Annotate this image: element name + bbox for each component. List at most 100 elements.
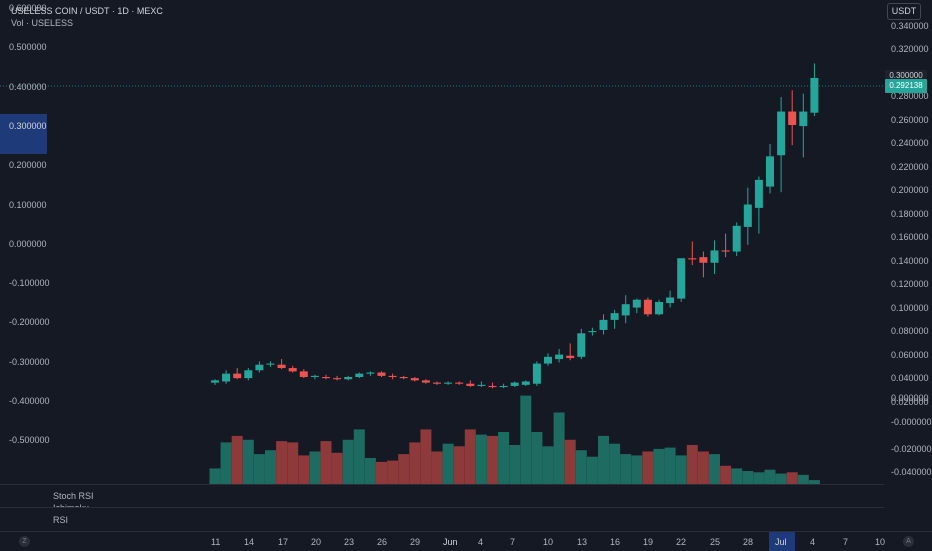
volume-bar bbox=[753, 472, 765, 484]
volume-bar bbox=[664, 447, 676, 484]
time-axis-tick: 26 bbox=[377, 537, 388, 547]
left-axis-tick: -0.300000 bbox=[9, 356, 50, 367]
candle-body bbox=[299, 371, 308, 377]
right-price-axis[interactable]: 0.340000 0.320000 0.280000 0.260000 0.240000… bbox=[884, 0, 932, 484]
right-axis-tick: 0.180000 bbox=[891, 208, 929, 219]
currency-button[interactable]: USDT bbox=[887, 3, 921, 20]
volume-bar bbox=[475, 434, 487, 484]
volume-bar bbox=[398, 454, 410, 484]
candle-body bbox=[244, 370, 253, 379]
volume-bar bbox=[220, 442, 232, 484]
candle-body bbox=[288, 368, 297, 372]
time-axis-tick: 10 bbox=[875, 537, 886, 547]
candle-body bbox=[455, 382, 464, 384]
candle-body bbox=[310, 375, 319, 377]
volume-bar bbox=[253, 454, 265, 484]
candle-body bbox=[799, 111, 808, 127]
price-chart[interactable] bbox=[0, 0, 884, 484]
candle-body bbox=[532, 363, 541, 384]
candle-body bbox=[433, 382, 441, 384]
candle-body bbox=[333, 378, 342, 380]
volume-bar bbox=[298, 455, 310, 484]
candle-body bbox=[510, 382, 519, 386]
volume-bar bbox=[353, 429, 365, 484]
candle-body bbox=[732, 225, 741, 252]
volume-bars bbox=[209, 395, 820, 484]
volume-bar bbox=[598, 435, 609, 484]
rsi-label: RSI bbox=[53, 515, 69, 525]
volume-bar bbox=[520, 395, 532, 484]
left-axis-tick: -0.400000 bbox=[9, 396, 50, 406]
time-axis-tick: 11 bbox=[211, 537, 221, 547]
ichimoku-label: Ichimoku bbox=[53, 502, 89, 507]
right-axis-tick: 0.340000 bbox=[891, 20, 929, 31]
volume-bar bbox=[487, 435, 498, 484]
candle-body bbox=[255, 364, 264, 371]
time-axis-tick: 20 bbox=[311, 537, 322, 547]
time-axis-tick: Jul bbox=[775, 537, 787, 547]
candle-body bbox=[233, 373, 242, 379]
right-axis-tick: 0.280000 bbox=[891, 91, 929, 101]
time-axis-tick: 29 bbox=[410, 537, 421, 547]
candle-body bbox=[599, 319, 608, 330]
candle-body bbox=[710, 250, 719, 263]
left-axis-tick: 0.400000 bbox=[9, 81, 47, 92]
right-axis-tick: 0.000000 bbox=[891, 393, 929, 403]
candle-body bbox=[488, 385, 497, 388]
time-axis-tick: Jun bbox=[443, 537, 458, 547]
volume-bar bbox=[209, 468, 221, 484]
candle-body bbox=[466, 383, 475, 386]
volume-bar bbox=[709, 454, 720, 484]
candle-body bbox=[610, 313, 619, 320]
right-axis-tick: 0.160000 bbox=[891, 232, 929, 242]
time-axis-tick: 14 bbox=[244, 537, 255, 547]
volume-bar bbox=[653, 448, 665, 484]
auto-scale-button[interactable]: A bbox=[903, 536, 914, 547]
candle-body bbox=[588, 331, 597, 333]
candle-body bbox=[322, 377, 330, 379]
time-axis-tick: 10 bbox=[543, 537, 554, 547]
right-axis-tick: 0.120000 bbox=[891, 279, 929, 289]
volume-bar bbox=[231, 435, 243, 484]
right-axis-tick: 0.020000 bbox=[891, 396, 929, 407]
candle-body bbox=[643, 299, 652, 315]
candle-body bbox=[810, 77, 819, 113]
symbol-title[interactable]: USELESS COIN / USDT · 1D · MEXC bbox=[11, 6, 163, 16]
rsi-pane[interactable]: RSI bbox=[0, 507, 884, 532]
volume-bar bbox=[464, 429, 476, 484]
left-axis-tick: 0.200000 bbox=[9, 160, 47, 171]
candle-body bbox=[766, 156, 774, 187]
volume-bar bbox=[775, 473, 787, 484]
stoch-rsi-label: Stoch RSI bbox=[53, 491, 94, 501]
candle-body bbox=[477, 384, 486, 386]
volume-bar bbox=[731, 468, 743, 484]
volume-bar bbox=[797, 474, 809, 484]
candle-body bbox=[788, 111, 797, 125]
left-axis-highlight bbox=[0, 114, 47, 154]
left-price-axis[interactable]: 0.600000 0.500000 0.400000 0.300000 0.200000… bbox=[0, 0, 50, 484]
volume-legend[interactable]: Vol · USELESS bbox=[11, 18, 74, 28]
candle-body bbox=[499, 385, 508, 388]
volume-bar bbox=[420, 429, 432, 484]
volume-bar bbox=[498, 432, 510, 484]
time-axis-tick: 13 bbox=[577, 537, 588, 547]
time-axis-highlight bbox=[769, 532, 795, 551]
right-axis-tick: 0.220000 bbox=[891, 161, 929, 172]
volume-bar bbox=[531, 432, 543, 484]
time-axis-tick: 22 bbox=[676, 537, 687, 547]
stoch-rsi-pane[interactable]: Stoch RSI Ichimoku bbox=[0, 484, 884, 507]
zoom-button[interactable]: Z bbox=[19, 536, 30, 547]
volume-bar bbox=[586, 456, 598, 484]
volume-bar bbox=[320, 441, 332, 484]
left-axis-tick: 0.000000 bbox=[9, 238, 47, 249]
time-axis-tick: 16 bbox=[610, 537, 621, 547]
candle-body bbox=[544, 356, 552, 364]
time-axis-tick: 17 bbox=[278, 537, 289, 547]
volume-bar bbox=[276, 441, 288, 484]
right-axis-tick: 0.320000 bbox=[891, 44, 929, 54]
last-price-tag: 0.292138 bbox=[885, 79, 927, 93]
candle-body bbox=[666, 297, 675, 304]
volume-bar bbox=[442, 443, 454, 484]
volume-bar bbox=[287, 442, 299, 484]
time-axis[interactable]: Z A 11 14 17 20 23 26 29 Jun 4 7 10 13 16 19 22 25 28 Jul… bbox=[0, 531, 932, 551]
